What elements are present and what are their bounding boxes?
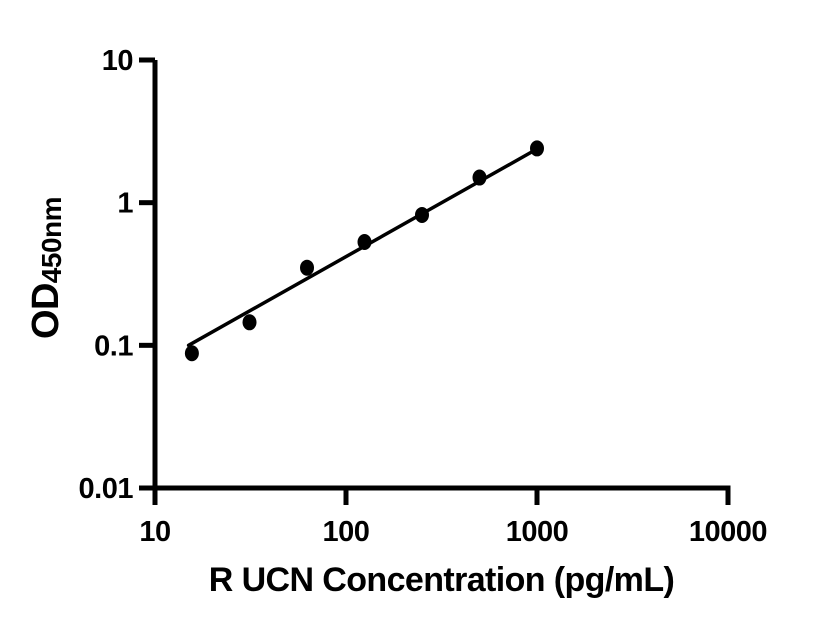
data-point <box>242 314 257 331</box>
y-axis-title-main: OD <box>25 283 67 340</box>
x-tick-label: 10000 <box>689 516 767 548</box>
data-point <box>357 234 372 251</box>
x-axis-title: R UCN Concentration (pg/mL) <box>208 561 675 599</box>
data-point <box>300 259 315 276</box>
y-axis-title-subscript: 450nm <box>36 196 67 284</box>
data-point <box>472 169 487 186</box>
x-tick-label: 100 <box>323 516 370 548</box>
y-tick-label: 1 <box>117 188 133 220</box>
y-tick-label: 0.01 <box>79 473 134 505</box>
y-axis-title: OD450nm <box>24 178 68 358</box>
data-point <box>415 206 430 223</box>
y-tick-label: 0.1 <box>94 330 133 362</box>
data-point <box>184 345 199 362</box>
data-point <box>530 140 544 157</box>
x-tick-label: 10 <box>139 516 170 548</box>
x-tick-label: 1000 <box>506 516 569 548</box>
y-tick-label: 10 <box>102 45 133 77</box>
